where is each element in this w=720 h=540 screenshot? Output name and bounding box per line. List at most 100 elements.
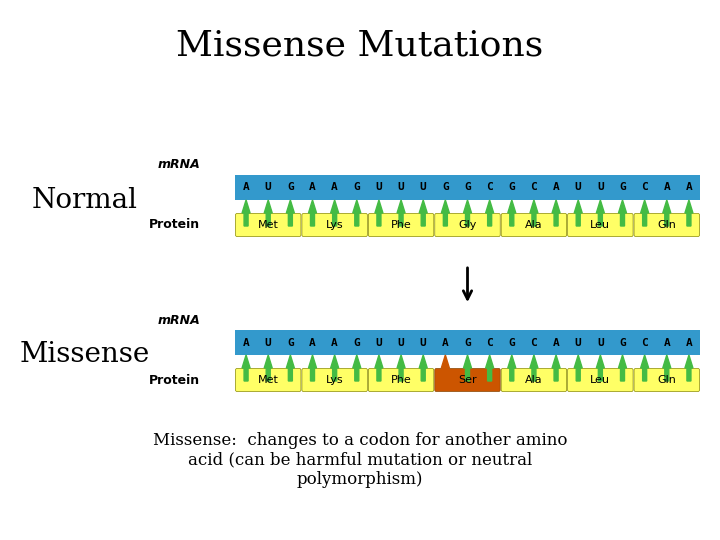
FancyArrow shape <box>486 355 494 381</box>
Text: C: C <box>531 338 537 348</box>
FancyArrow shape <box>508 200 516 226</box>
Text: A: A <box>243 338 249 348</box>
Text: U: U <box>597 183 604 192</box>
Text: Lys: Lys <box>326 375 343 385</box>
FancyArrow shape <box>441 200 449 226</box>
Text: C: C <box>642 338 648 348</box>
FancyArrow shape <box>397 200 405 226</box>
FancyArrow shape <box>353 355 361 381</box>
FancyBboxPatch shape <box>235 368 301 392</box>
FancyArrow shape <box>530 355 538 381</box>
FancyArrow shape <box>375 355 383 381</box>
Text: A: A <box>309 183 316 192</box>
FancyArrow shape <box>685 200 693 226</box>
Text: Ala: Ala <box>525 375 543 385</box>
Text: U: U <box>597 338 604 348</box>
Text: U: U <box>420 338 426 348</box>
Text: A: A <box>331 183 338 192</box>
Text: G: G <box>508 183 516 192</box>
Text: Ser: Ser <box>458 375 477 385</box>
Text: C: C <box>642 183 648 192</box>
FancyArrow shape <box>375 200 383 226</box>
Text: mRNA: mRNA <box>157 314 200 327</box>
FancyArrow shape <box>397 355 405 381</box>
Text: U: U <box>420 183 426 192</box>
Text: G: G <box>508 338 516 348</box>
FancyArrow shape <box>618 355 626 381</box>
Text: A: A <box>685 338 693 348</box>
Text: Leu: Leu <box>590 220 611 230</box>
Text: Gln: Gln <box>657 375 676 385</box>
Text: A: A <box>331 338 338 348</box>
FancyBboxPatch shape <box>369 368 433 392</box>
FancyArrow shape <box>242 355 250 381</box>
Text: C: C <box>531 183 537 192</box>
Text: Missense:  changes to a codon for another amino
acid (can be harmful mutation or: Missense: changes to a codon for another… <box>153 432 567 488</box>
FancyArrow shape <box>419 355 427 381</box>
Text: Normal: Normal <box>32 186 138 213</box>
FancyBboxPatch shape <box>567 213 633 237</box>
Text: G: G <box>354 183 360 192</box>
FancyArrow shape <box>441 355 449 381</box>
FancyBboxPatch shape <box>501 213 567 237</box>
FancyArrow shape <box>264 355 272 381</box>
Text: G: G <box>287 338 294 348</box>
FancyArrow shape <box>464 355 472 381</box>
FancyBboxPatch shape <box>435 213 500 237</box>
Text: A: A <box>663 338 670 348</box>
FancyArrow shape <box>596 200 604 226</box>
FancyArrow shape <box>575 200 582 226</box>
Text: Missense Mutations: Missense Mutations <box>176 28 544 62</box>
Text: U: U <box>376 338 382 348</box>
FancyArrow shape <box>663 355 671 381</box>
Text: Protein: Protein <box>149 219 200 232</box>
FancyArrow shape <box>464 200 472 226</box>
Text: U: U <box>575 338 582 348</box>
FancyBboxPatch shape <box>369 213 433 237</box>
FancyArrow shape <box>618 200 626 226</box>
Text: G: G <box>354 338 360 348</box>
Text: Protein: Protein <box>149 374 200 387</box>
Text: G: G <box>287 183 294 192</box>
FancyBboxPatch shape <box>501 368 567 392</box>
Text: U: U <box>376 183 382 192</box>
FancyBboxPatch shape <box>302 368 367 392</box>
Text: Phe: Phe <box>391 220 411 230</box>
FancyBboxPatch shape <box>634 368 700 392</box>
Text: A: A <box>663 183 670 192</box>
Text: Met: Met <box>258 220 279 230</box>
Text: G: G <box>464 338 471 348</box>
Text: G: G <box>619 183 626 192</box>
Text: A: A <box>553 338 559 348</box>
Text: Met: Met <box>258 375 279 385</box>
FancyArrow shape <box>596 355 604 381</box>
Text: C: C <box>486 338 493 348</box>
FancyArrow shape <box>641 355 649 381</box>
Text: Phe: Phe <box>391 375 411 385</box>
FancyArrow shape <box>685 355 693 381</box>
Text: Missense: Missense <box>20 341 150 368</box>
Text: U: U <box>397 338 405 348</box>
FancyArrow shape <box>330 355 338 381</box>
FancyArrow shape <box>641 200 649 226</box>
FancyArrow shape <box>552 200 560 226</box>
FancyBboxPatch shape <box>435 368 500 392</box>
Text: mRNA: mRNA <box>157 159 200 172</box>
Text: G: G <box>442 183 449 192</box>
FancyArrow shape <box>287 200 294 226</box>
FancyArrow shape <box>264 200 272 226</box>
FancyArrow shape <box>242 200 250 226</box>
Text: U: U <box>265 338 271 348</box>
FancyArrow shape <box>486 200 494 226</box>
Text: U: U <box>265 183 271 192</box>
FancyArrow shape <box>287 355 294 381</box>
Text: Gly: Gly <box>459 220 477 230</box>
FancyArrow shape <box>353 200 361 226</box>
FancyArrow shape <box>663 200 671 226</box>
Text: G: G <box>619 338 626 348</box>
Bar <box>235 175 700 200</box>
Text: A: A <box>442 338 449 348</box>
FancyBboxPatch shape <box>235 213 301 237</box>
FancyBboxPatch shape <box>567 368 633 392</box>
FancyArrow shape <box>552 355 560 381</box>
